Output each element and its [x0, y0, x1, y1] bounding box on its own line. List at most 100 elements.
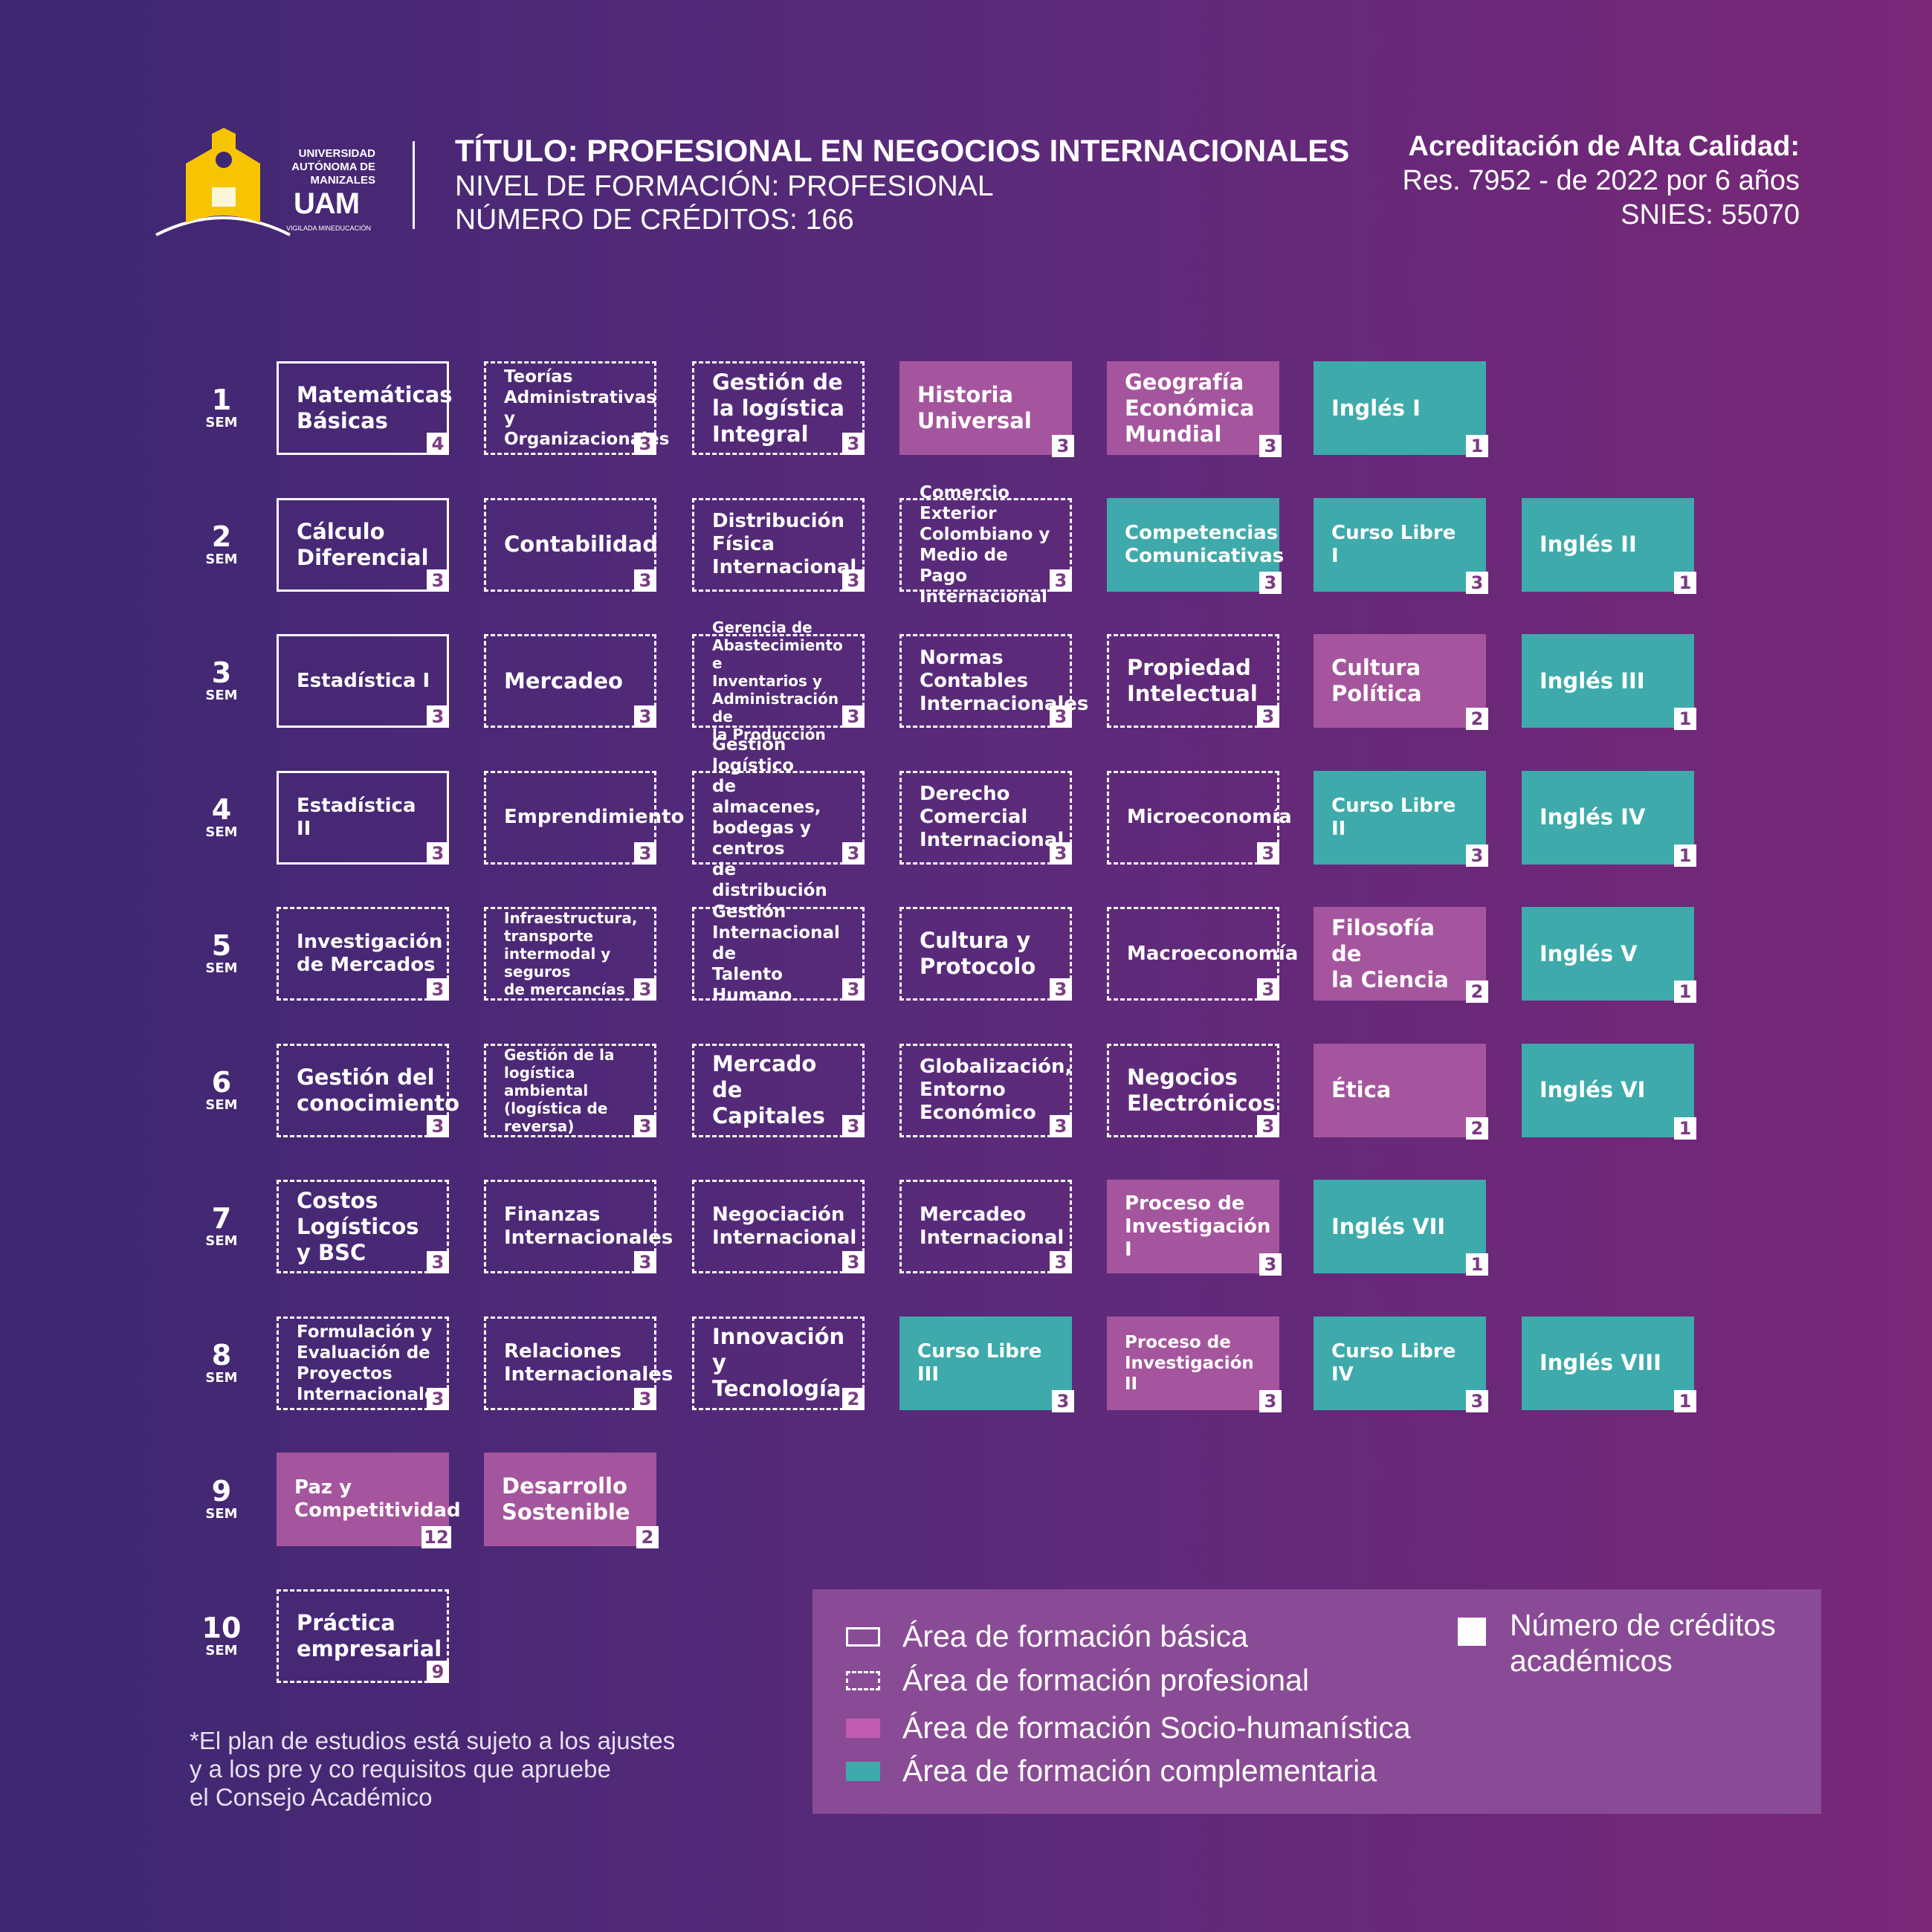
semester-label: 1 SEM — [199, 385, 244, 430]
legend-label-credits: Número de créditos académicos — [1510, 1608, 1776, 1678]
university-name-line1: UNIVERSIDAD — [298, 147, 375, 160]
course-name: Inglés VII — [1331, 1213, 1446, 1239]
credit-badge: 3 — [1259, 571, 1282, 594]
legend-swatch-comp — [846, 1761, 880, 1781]
credit-badge: 3 — [634, 841, 656, 865]
semester-number: 4 — [211, 792, 232, 826]
course-card: Finanzas Internacionales 3 — [484, 1180, 673, 1273]
course-name: Relaciones Internacionales — [504, 1340, 673, 1386]
vigilada-label: VIGILADA MINEDUCACIÓN — [286, 224, 372, 232]
semester-number: 10 — [201, 1611, 242, 1644]
course-card: Ética 2 — [1314, 1043, 1488, 1140]
course-name: Gestión de la logística ambiental (logís… — [504, 1045, 615, 1135]
course-card: Emprendimiento 3 — [484, 770, 684, 865]
legend: Área de formación básica Área de formaci… — [812, 1589, 1821, 1814]
course-card: Cultura Política 2 — [1314, 634, 1488, 730]
credit-badge: 3 — [634, 705, 656, 728]
credit-badge: 3 — [634, 1114, 656, 1137]
credit-badge: 3 — [1257, 1114, 1279, 1137]
course-name: Gestión de la logística Integral — [712, 369, 844, 447]
credit-badge: 2 — [1466, 980, 1488, 1003]
course-name: Inglés III — [1540, 668, 1645, 694]
semester-label: 9 SEM — [199, 1476, 244, 1522]
credit-badge: 3 — [1050, 705, 1072, 728]
disclaimer-note: *El plan de estudios está sujeto a los a… — [190, 1727, 676, 1811]
course-card: Cultura y Protocolo 3 — [899, 907, 1072, 1001]
course-card: Normas Contables Internacionales 3 — [899, 634, 1088, 728]
course-name: Negocios Electrónicos — [1127, 1064, 1276, 1116]
course-card: Curso Libre IV 3 — [1314, 1316, 1488, 1412]
semester-suffix: SEM — [205, 824, 238, 840]
legend-label-profesional: Área de formación profesional — [902, 1663, 1309, 1697]
course-card: Distribución Física Internacional 3 — [692, 497, 865, 592]
course-name: Negociación Internacional — [712, 1204, 857, 1249]
credit-badge: 1 — [1674, 1117, 1696, 1140]
credit-badge: 3 — [1052, 435, 1074, 457]
course-card: Proceso de Investigación II 3 — [1107, 1316, 1282, 1412]
course-name: Curso Libre I — [1331, 521, 1456, 567]
credit-badge: 3 — [842, 433, 865, 455]
uam-brand: UAM — [294, 187, 360, 220]
course-name: Macroeconomía — [1127, 942, 1299, 965]
credit-badge: 9 — [427, 1660, 449, 1683]
credit-badge: 3 — [634, 1251, 656, 1273]
course-card: Inglés III 1 — [1522, 634, 1696, 730]
course-card: Estadística I 3 — [277, 634, 449, 728]
legend-item-profesional: Área de formación profesional — [846, 1663, 1309, 1698]
course-name: Paz y Competitividad — [294, 1476, 461, 1522]
accreditation-block: Acreditación de Alta Calidad: Res. 7952 … — [1403, 129, 1800, 232]
course-card: Innovación y Tecnología 2 — [692, 1316, 865, 1410]
course-card: Inglés VII 1 — [1314, 1180, 1488, 1276]
course-card: Gestión del conocimiento 3 — [277, 1043, 459, 1137]
course-card: Globalización, Entorno Económico 3 — [899, 1043, 1072, 1137]
course-name: Proceso de Investigación II — [1125, 1332, 1254, 1394]
credit-badge: 3 — [1259, 435, 1282, 457]
course-name: Gestión del conocimiento — [297, 1064, 460, 1116]
credit-badge: 3 — [634, 569, 656, 592]
legend-swatch-profesional — [846, 1670, 880, 1690]
course-card: Negocios Electrónicos 3 — [1107, 1043, 1279, 1137]
credit-badge: 12 — [421, 1526, 451, 1548]
university-name-line2: AUTÓNOMA DE — [291, 161, 375, 173]
legend-item-comp: Área de formación complementaria — [846, 1754, 1377, 1789]
credit-badge: 3 — [427, 569, 449, 592]
credit-badge: 3 — [842, 705, 865, 728]
credit-badge: 3 — [1466, 1389, 1488, 1412]
credit-badge: 3 — [1050, 841, 1072, 865]
legend-swatch-basica — [846, 1626, 880, 1647]
course-name: Gestión logístico de almacenes, bodegas … — [712, 734, 827, 900]
course-name: Finanzas Internacionales — [504, 1204, 673, 1249]
course-name: Globalización, Entorno Económico — [920, 1056, 1073, 1124]
course-card: Curso Libre III 3 — [899, 1316, 1074, 1412]
course-card: Gestión de la logística ambiental (logís… — [484, 1043, 656, 1137]
credit-badge: 1 — [1674, 844, 1696, 867]
course-name: Infraestructura, transporte intermodal y… — [504, 909, 638, 998]
legend-item-socio: Área de formación Socio-humanística — [846, 1710, 1411, 1745]
semester-suffix: SEM — [205, 1096, 238, 1113]
header-divider — [413, 141, 415, 229]
course-name: Inglés II — [1540, 532, 1637, 557]
course-name: Distribución Física Internacional — [712, 510, 857, 578]
snies-code: SNIES: 55070 — [1621, 199, 1800, 230]
credit-badge: 2 — [1466, 1117, 1488, 1140]
course-name: Mercadeo — [504, 668, 623, 694]
course-card: Formulación y Evaluación de Proyectos In… — [277, 1316, 449, 1410]
course-name: Inglés I — [1331, 395, 1421, 421]
university-name-line3: MANIZALES — [310, 174, 376, 187]
legend-label-comp: Área de formación complementaria — [902, 1754, 1377, 1788]
semester-label: 10 SEM — [199, 1613, 244, 1658]
course-card: Cálculo Diferencial 3 — [277, 497, 449, 592]
semester-label: 6 SEM — [199, 1067, 244, 1113]
credit-badge: 3 — [842, 978, 865, 1001]
course-name: Estadística II — [297, 794, 416, 840]
course-card: Competencias Comunicativas 3 — [1107, 497, 1284, 594]
credit-badge: 1 — [1674, 980, 1696, 1003]
credit-badge: 3 — [1259, 1253, 1282, 1276]
legend-swatch-socio — [846, 1718, 880, 1738]
legend-item-basica: Área de formación básica — [846, 1619, 1248, 1654]
credit-badge: 3 — [634, 978, 656, 1001]
course-card: Historia Universal 3 — [899, 361, 1074, 457]
course-name: Formulación y Evaluación de Proyectos In… — [297, 1322, 447, 1404]
course-card: Infraestructura, transporte intermodal y… — [484, 907, 656, 1001]
course-card: Investigación de Mercados 3 — [277, 907, 449, 1001]
